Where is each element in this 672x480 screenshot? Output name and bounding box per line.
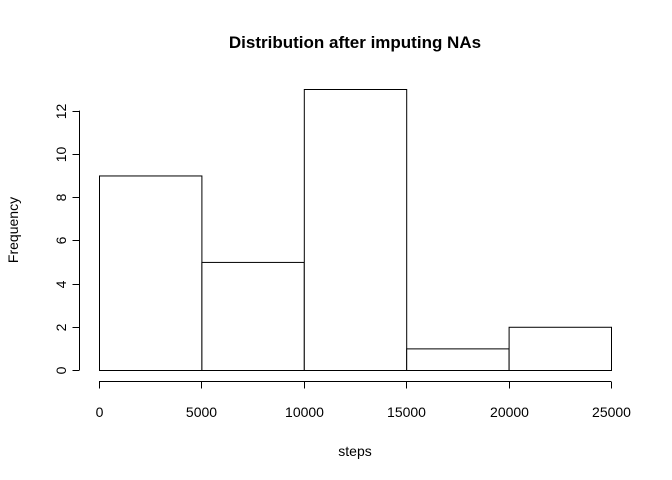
histogram-bar-2 <box>201 261 305 371</box>
histogram-bar-4 <box>406 348 510 371</box>
y-tick-label-1: 2 <box>53 323 69 331</box>
x-tick-label-2: 10000 <box>285 404 324 420</box>
x-tick-label-4: 20000 <box>490 404 529 420</box>
x-axis-label: steps <box>338 443 371 459</box>
y-axis-label: Frequency <box>5 197 21 263</box>
y-tick-label-6: 12 <box>53 104 69 120</box>
x-tick-label-0: 0 <box>96 404 104 420</box>
histogram-bar-1 <box>99 175 203 371</box>
histogram-bar-5 <box>508 326 613 371</box>
y-axis: 0 2 4 6 8 10 12 <box>53 104 80 374</box>
x-tick-label-1: 5000 <box>186 404 217 420</box>
bars-group <box>99 89 613 371</box>
x-axis: 0 5000 10000 15000 20000 25000 <box>96 381 631 420</box>
histogram-bar-3 <box>303 89 408 371</box>
y-tick-label-0: 0 <box>53 366 69 374</box>
y-tick-label-3: 6 <box>53 236 69 244</box>
y-tick-label-4: 8 <box>53 193 69 201</box>
x-tick-label-5: 25000 <box>592 404 631 420</box>
y-tick-label-5: 10 <box>53 147 69 163</box>
chart-title: Distribution after imputing NAs <box>229 33 481 52</box>
y-tick-label-2: 4 <box>53 280 69 288</box>
x-tick-label-3: 15000 <box>387 404 426 420</box>
